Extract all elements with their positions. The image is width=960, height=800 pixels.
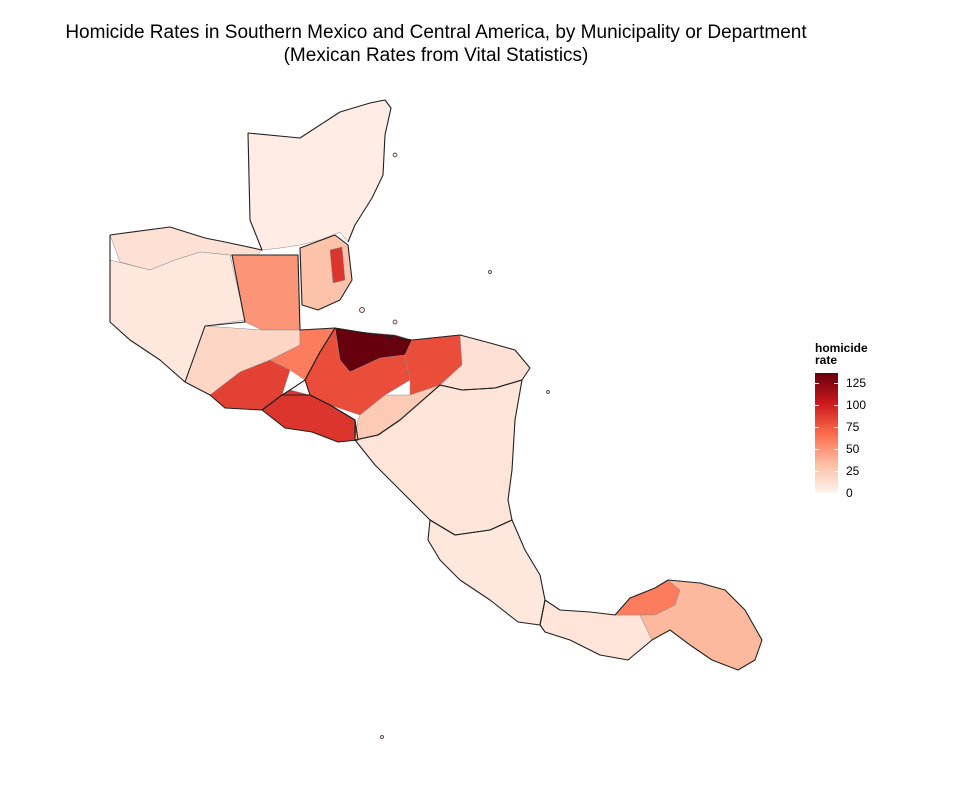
- legend-tick-mark: [834, 404, 838, 406]
- border-belize: [299, 234, 353, 311]
- legend-tick-mark: [834, 493, 838, 494]
- legend-tick-25: 25: [846, 463, 860, 478]
- region-costa-rica: [427, 519, 546, 626]
- island-guanaja: [392, 319, 398, 325]
- island-roatan: [359, 307, 365, 313]
- legend-tick-mark: [815, 382, 819, 384]
- legend-tick-100: 100: [846, 397, 867, 412]
- region-belize-city: [329, 246, 346, 284]
- legend-tick-mark: [834, 382, 838, 384]
- legend-tick-mark: [834, 470, 838, 472]
- legend-tick-mark: [815, 493, 819, 494]
- legend-title-line1: homicide: [815, 341, 868, 355]
- legend-tick-mark: [815, 470, 819, 472]
- border-mexico-states: [109, 99, 392, 383]
- island-corn: [546, 390, 550, 394]
- legend-tick-75: 75: [846, 419, 860, 434]
- region-yucatan-peninsula: [247, 99, 392, 251]
- island-swan: [488, 270, 492, 274]
- map-title: Homicide Rates in Southern Mexico and Ce…: [65, 22, 807, 43]
- legend-tick-mark: [834, 448, 838, 450]
- legend-tick-0: 0: [846, 486, 853, 500]
- color-legend: homicide rate 125 100 75 50 25 0: [815, 342, 915, 502]
- island-coco: [380, 735, 384, 739]
- legend-tick-mark: [815, 426, 819, 428]
- legend-color-bar: [815, 373, 838, 493]
- legend-tick-125: 125: [846, 375, 867, 390]
- legend-title: homicide rate: [815, 342, 868, 366]
- legend-tick-50: 50: [846, 441, 860, 456]
- island-cozumel: [392, 152, 398, 158]
- legend-tick-mark: [834, 426, 838, 428]
- border-nicaragua: [354, 379, 523, 536]
- map-subtitle: (Mexican Rates from Vital Statistics): [283, 45, 589, 66]
- legend-tick-mark: [815, 404, 819, 406]
- islands: [359, 152, 550, 739]
- country-borders: [109, 99, 763, 671]
- legend-tick-mark: [815, 448, 819, 450]
- border-panama: [539, 579, 763, 671]
- border-el-salvador: [261, 394, 359, 443]
- legend-title-line2: rate: [815, 353, 838, 367]
